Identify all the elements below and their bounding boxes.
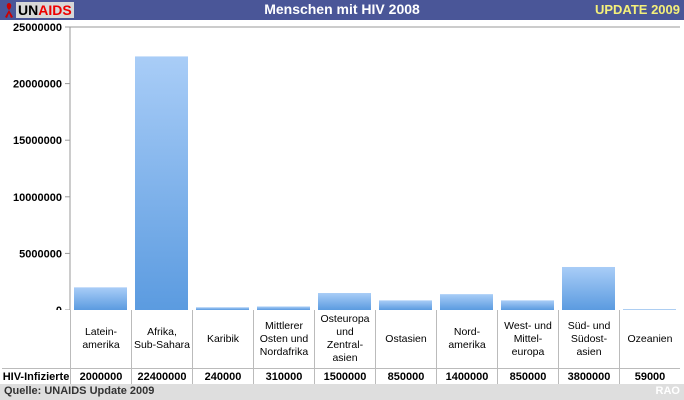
credit-text: RAO [655, 385, 680, 397]
title-bar: UNAIDS Menschen mit HIV 2008 UPDATE 2009 [0, 0, 684, 20]
y-tick-label: 5000000 [19, 248, 62, 260]
category-label: Afrika, Sub-Sahara [131, 310, 192, 368]
bar [501, 300, 554, 310]
value-label: 1400000 [436, 368, 497, 384]
category-label: Latein-amerika [70, 310, 131, 368]
value-label: 22400000 [131, 368, 192, 384]
value-label: 850000 [375, 368, 436, 384]
bar [440, 294, 493, 310]
bar [623, 309, 676, 310]
category-label: Ostasien [375, 310, 436, 368]
bar [318, 293, 371, 310]
y-tick-label: 0 [56, 305, 62, 310]
row-label: HIV-Infizierte [2, 368, 70, 384]
bar [379, 300, 432, 310]
value-label: 59000 [619, 368, 680, 384]
y-tick-label: 25000000 [13, 22, 62, 34]
bar [74, 287, 127, 310]
y-tick-label: 15000000 [13, 135, 62, 147]
value-label: 1500000 [314, 368, 375, 384]
category-label: Osteuropa und Zentral-asien [314, 310, 375, 368]
bar [257, 306, 310, 310]
y-tick-label: 10000000 [13, 192, 62, 204]
red-ribbon-icon [5, 3, 13, 18]
bar [562, 266, 615, 310]
category-label: West- und Mittel-europa [497, 310, 558, 368]
source-text: Quelle: UNAIDS Update 2009 [4, 385, 155, 397]
footer: Quelle: UNAIDS Update 2009 RAO [0, 384, 684, 400]
logo-un: UN [18, 2, 39, 18]
value-label: 240000 [192, 368, 253, 384]
category-label: Ozeanien [619, 310, 680, 368]
value-label: 2000000 [70, 368, 131, 384]
category-label: Karibik [192, 310, 253, 368]
bar-chart: 0 5000000 10000000 15000000 20000000 25000000 [13, 22, 680, 310]
category-label: Nord-amerika [436, 310, 497, 368]
logo-aids: AIDS [38, 2, 72, 18]
value-label: 850000 [497, 368, 558, 384]
chart-title: Menschen mit HIV 2008 [264, 1, 420, 17]
value-label: 3800000 [558, 368, 619, 384]
value-label: 310000 [253, 368, 314, 384]
update-label: UPDATE 2009 [594, 2, 680, 17]
bar [135, 56, 188, 310]
y-tick-label: 20000000 [13, 79, 62, 91]
unaids-logo: UNAIDS [4, 2, 74, 18]
category-label: Mittlerer Osten und Nordafrika [253, 310, 314, 368]
category-label: Süd- und Südost-asien [558, 310, 619, 368]
bar [196, 307, 249, 310]
